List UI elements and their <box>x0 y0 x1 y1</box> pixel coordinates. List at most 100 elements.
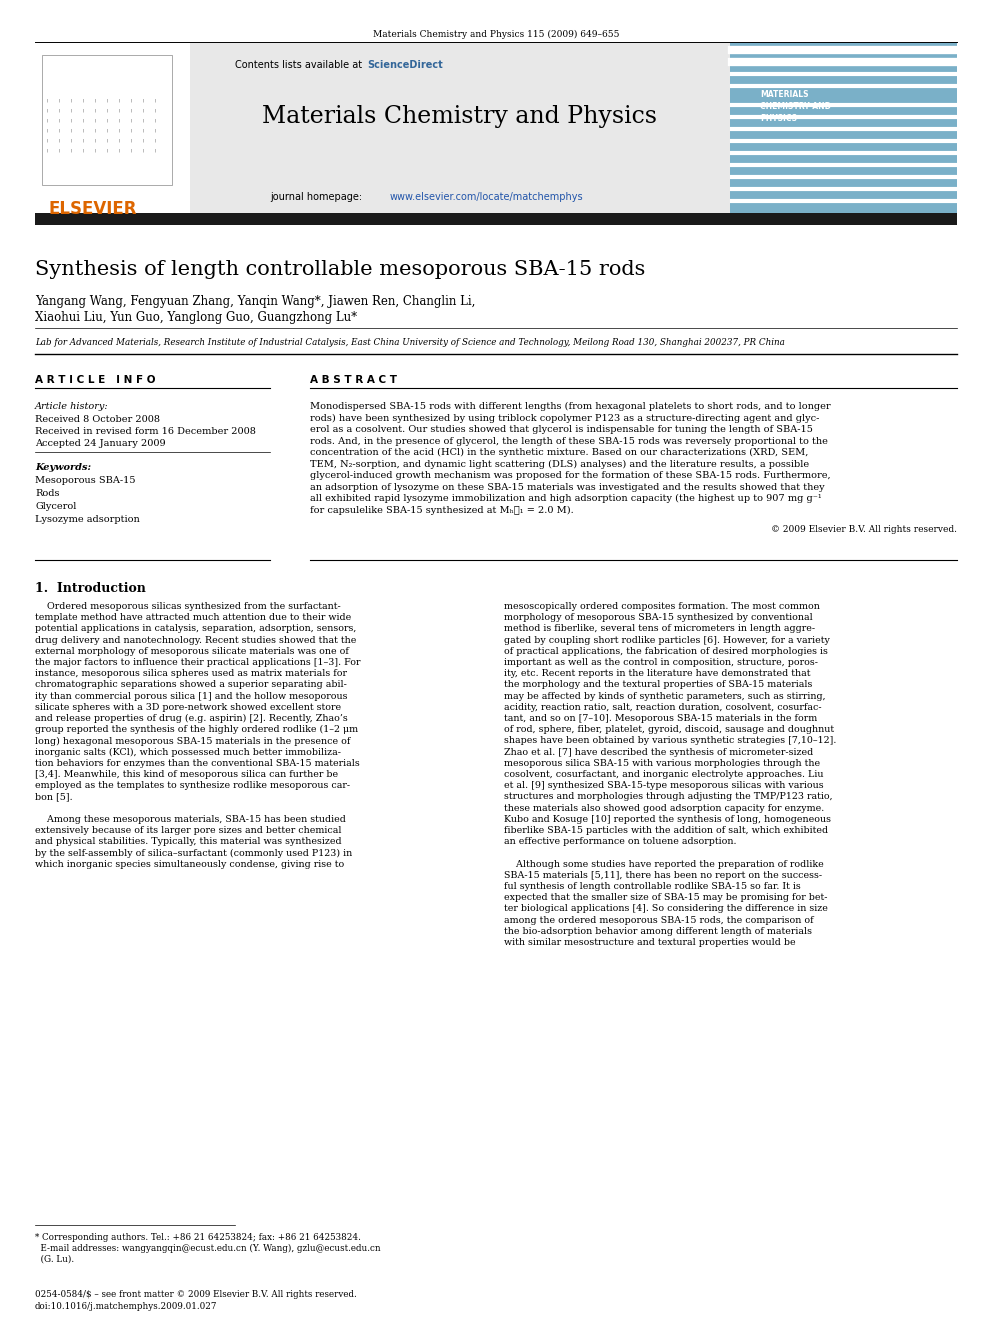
Text: MATERIALS
CHEMISTRY AND
PHYSICS: MATERIALS CHEMISTRY AND PHYSICS <box>760 90 831 123</box>
Text: |: | <box>47 118 48 122</box>
Text: all exhibited rapid lysozyme immobilization and high adsorption capacity (the hi: all exhibited rapid lysozyme immobilizat… <box>310 493 821 503</box>
Text: |: | <box>94 128 95 132</box>
Text: |: | <box>118 148 120 152</box>
Text: |: | <box>106 128 108 132</box>
Text: |: | <box>118 108 120 112</box>
Text: Article history:: Article history: <box>35 402 109 411</box>
Text: which inorganic species simultaneously condense, giving rise to: which inorganic species simultaneously c… <box>35 860 344 869</box>
Text: Materials Chemistry and Physics 115 (2009) 649–655: Materials Chemistry and Physics 115 (200… <box>373 30 619 40</box>
Text: the bio-adsorption behavior among different length of materials: the bio-adsorption behavior among differ… <box>504 927 812 935</box>
Text: |: | <box>106 148 108 152</box>
Text: cosolvent, cosurfactant, and inorganic electrolyte approaches. Liu: cosolvent, cosurfactant, and inorganic e… <box>504 770 823 779</box>
Text: |: | <box>94 108 95 112</box>
Text: A B S T R A C T: A B S T R A C T <box>310 374 397 385</box>
Text: |: | <box>155 148 156 152</box>
Text: ity, etc. Recent reports in the literature have demonstrated that: ity, etc. Recent reports in the literatu… <box>504 669 810 679</box>
Text: mesoscopically ordered composites formation. The most common: mesoscopically ordered composites format… <box>504 602 819 611</box>
Text: |: | <box>106 118 108 122</box>
Text: et al. [9] synthesized SBA-15-type mesoporous silicas with various: et al. [9] synthesized SBA-15-type mesop… <box>504 781 823 790</box>
Text: www.elsevier.com/locate/matchemphys: www.elsevier.com/locate/matchemphys <box>390 192 583 202</box>
Text: |: | <box>70 118 71 122</box>
Text: Kubo and Kosuge [10] reported the synthesis of long, homogeneous: Kubo and Kosuge [10] reported the synthe… <box>504 815 831 824</box>
Text: fiberlike SBA-15 particles with the addition of salt, which exhibited: fiberlike SBA-15 particles with the addi… <box>504 826 828 835</box>
Text: |: | <box>130 138 132 142</box>
Text: |: | <box>142 108 144 112</box>
Text: |: | <box>70 108 71 112</box>
Text: and release properties of drug (e.g. aspirin) [2]. Recently, Zhao’s: and release properties of drug (e.g. asp… <box>35 714 348 724</box>
Text: |: | <box>155 108 156 112</box>
Text: |: | <box>47 148 48 152</box>
Text: |: | <box>118 138 120 142</box>
Text: |: | <box>118 118 120 122</box>
Text: |: | <box>82 98 83 102</box>
Text: doi:10.1016/j.matchemphys.2009.01.027: doi:10.1016/j.matchemphys.2009.01.027 <box>35 1302 217 1311</box>
Text: silicate spheres with a 3D pore-network showed excellent store: silicate spheres with a 3D pore-network … <box>35 703 341 712</box>
Text: |: | <box>106 138 108 142</box>
Text: |: | <box>59 118 60 122</box>
Text: |: | <box>47 138 48 142</box>
Bar <box>35 213 957 225</box>
Text: |: | <box>118 98 120 102</box>
Text: shapes have been obtained by various synthetic strategies [7,10–12].: shapes have been obtained by various syn… <box>504 737 836 745</box>
Text: Mesoporous SBA-15: Mesoporous SBA-15 <box>35 476 136 486</box>
Text: of rod, sphere, fiber, platelet, gyroid, discoid, sausage and doughnut: of rod, sphere, fiber, platelet, gyroid,… <box>504 725 834 734</box>
Text: |: | <box>142 138 144 142</box>
Text: of practical applications, the fabrication of desired morphologies is: of practical applications, the fabricati… <box>504 647 828 656</box>
Text: |: | <box>59 148 60 152</box>
Text: expected that the smaller size of SBA-15 may be promising for bet-: expected that the smaller size of SBA-15… <box>504 893 827 902</box>
Text: |: | <box>106 108 108 112</box>
Text: Received 8 October 2008: Received 8 October 2008 <box>35 415 160 423</box>
Text: rods. And, in the presence of glycerol, the length of these SBA-15 rods was reve: rods. And, in the presence of glycerol, … <box>310 437 828 446</box>
Text: Among these mesoporous materials, SBA-15 has been studied: Among these mesoporous materials, SBA-15… <box>35 815 346 824</box>
Text: * Corresponding authors. Tel.: +86 21 64253824; fax: +86 21 64253824.: * Corresponding authors. Tel.: +86 21 64… <box>35 1233 361 1242</box>
Text: |: | <box>82 128 83 132</box>
Text: [3,4]. Meanwhile, this kind of mesoporous silica can further be: [3,4]. Meanwhile, this kind of mesoporou… <box>35 770 338 779</box>
Text: Although some studies have reported the preparation of rodlike: Although some studies have reported the … <box>504 860 823 869</box>
Text: for capsulelike SBA-15 synthesized at Mₕ⁃₁ = 2.0 M).: for capsulelike SBA-15 synthesized at Mₕ… <box>310 505 573 515</box>
Text: |: | <box>142 128 144 132</box>
Text: |: | <box>82 108 83 112</box>
Text: ELSEVIER: ELSEVIER <box>48 200 137 218</box>
Text: Lab for Advanced Materials, Research Institute of Industrial Catalysis, East Chi: Lab for Advanced Materials, Research Ins… <box>35 337 785 347</box>
Text: 1.  Introduction: 1. Introduction <box>35 582 146 595</box>
Text: |: | <box>47 98 48 102</box>
Text: A R T I C L E   I N F O: A R T I C L E I N F O <box>35 374 156 385</box>
Text: |: | <box>59 128 60 132</box>
Text: acidity, reaction ratio, salt, reaction duration, cosolvent, cosurfac-: acidity, reaction ratio, salt, reaction … <box>504 703 821 712</box>
Text: |: | <box>94 148 95 152</box>
Text: glycerol-induced growth mechanism was proposed for the formation of these SBA-15: glycerol-induced growth mechanism was pr… <box>310 471 830 480</box>
Text: |: | <box>155 118 156 122</box>
Bar <box>730 42 957 216</box>
Text: |: | <box>106 98 108 102</box>
Text: and physical stabilities. Typically, this material was synthesized: and physical stabilities. Typically, thi… <box>35 837 341 847</box>
Text: morphology of mesoporous SBA-15 synthesized by conventional: morphology of mesoporous SBA-15 synthesi… <box>504 613 812 622</box>
Text: employed as the templates to synthesize rodlike mesoporous car-: employed as the templates to synthesize … <box>35 781 350 790</box>
Text: the major factors to influence their practical applications [1–3]. For: the major factors to influence their pra… <box>35 658 360 667</box>
Text: ity than commercial porous silica [1] and the hollow mesoporous: ity than commercial porous silica [1] an… <box>35 692 347 701</box>
Text: |: | <box>130 128 132 132</box>
Text: may be affected by kinds of synthetic parameters, such as stirring,: may be affected by kinds of synthetic pa… <box>504 692 825 701</box>
Text: |: | <box>82 138 83 142</box>
Text: ter biological applications [4]. So considering the difference in size: ter biological applications [4]. So cons… <box>504 905 828 913</box>
Text: gated by coupling short rodlike particles [6]. However, for a variety: gated by coupling short rodlike particle… <box>504 635 830 644</box>
Text: |: | <box>130 118 132 122</box>
Text: erol as a cosolvent. Our studies showed that glycerol is indispensable for tunin: erol as a cosolvent. Our studies showed … <box>310 425 812 434</box>
Text: the morphology and the textural properties of SBA-15 materials: the morphology and the textural properti… <box>504 680 812 689</box>
Text: an effective performance on toluene adsorption.: an effective performance on toluene adso… <box>504 837 736 847</box>
Text: bon [5].: bon [5]. <box>35 792 72 802</box>
Text: an adsorption of lysozyme on these SBA-15 materials was investigated and the res: an adsorption of lysozyme on these SBA-1… <box>310 483 824 492</box>
Text: Xiaohui Liu, Yun Guo, Yanglong Guo, Guangzhong Lu*: Xiaohui Liu, Yun Guo, Yanglong Guo, Guan… <box>35 311 357 324</box>
Text: |: | <box>130 148 132 152</box>
Text: Monodispersed SBA-15 rods with different lengths (from hexagonal platelets to sh: Monodispersed SBA-15 rods with different… <box>310 402 830 411</box>
Text: Accepted 24 January 2009: Accepted 24 January 2009 <box>35 439 166 448</box>
Text: template method have attracted much attention due to their wide: template method have attracted much atte… <box>35 613 351 622</box>
Text: |: | <box>82 118 83 122</box>
Text: |: | <box>130 98 132 102</box>
Text: potential applications in catalysis, separation, adsorption, sensors,: potential applications in catalysis, sep… <box>35 624 356 634</box>
Text: group reported the synthesis of the highly ordered rodlike (1–2 μm: group reported the synthesis of the high… <box>35 725 358 734</box>
Text: inorganic salts (KCl), which possessed much better immobiliza-: inorganic salts (KCl), which possessed m… <box>35 747 341 757</box>
Text: extensively because of its larger pore sizes and better chemical: extensively because of its larger pore s… <box>35 826 341 835</box>
Text: tion behaviors for enzymes than the conventional SBA-15 materials: tion behaviors for enzymes than the conv… <box>35 759 360 767</box>
Text: among the ordered mesoporous SBA-15 rods, the comparison of: among the ordered mesoporous SBA-15 rods… <box>504 916 813 925</box>
Text: © 2009 Elsevier B.V. All rights reserved.: © 2009 Elsevier B.V. All rights reserved… <box>771 525 957 534</box>
